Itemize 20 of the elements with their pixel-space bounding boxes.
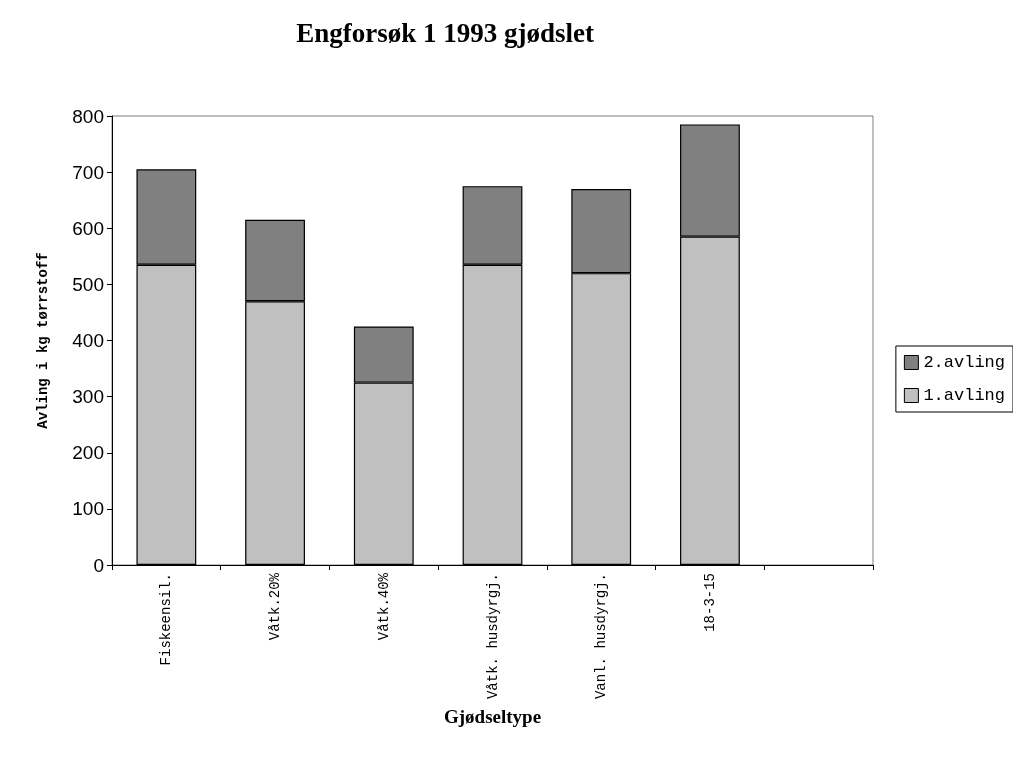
y-tick-label: 0 [93,554,104,576]
y-tick-label: 400 [72,330,104,351]
y-tick-label: 300 [72,386,104,408]
x-tick-label: Våtk.40% [375,572,392,641]
x-tick-label: Fiskeensil. [158,573,175,666]
x-tick-label: 18-3-15 [701,573,718,632]
y-tick-label: 100 [72,498,104,520]
legend-label: 1.avling [923,386,1006,405]
y-tick-label: 200 [72,442,104,464]
x-tick-label: Vanl. husdyrgj. [593,573,610,700]
x-axis-title: Gjødseltype [443,705,542,727]
legend-label: 2.avling [923,353,1006,372]
y-tick-label: 500 [72,273,104,295]
x-tick-label: Våtk.20% [267,572,284,641]
y-tick-label: 600 [72,217,104,239]
y-tick-label: 700 [72,161,104,183]
x-tick-label: Våtk. husdyrgj. [484,573,501,700]
y-tick-label: 800 [72,105,104,127]
y-axis-title: Avling i kg tørrstoff [35,252,51,429]
chart-title: Engforsøk 1 1993 gjødslet [296,17,594,48]
